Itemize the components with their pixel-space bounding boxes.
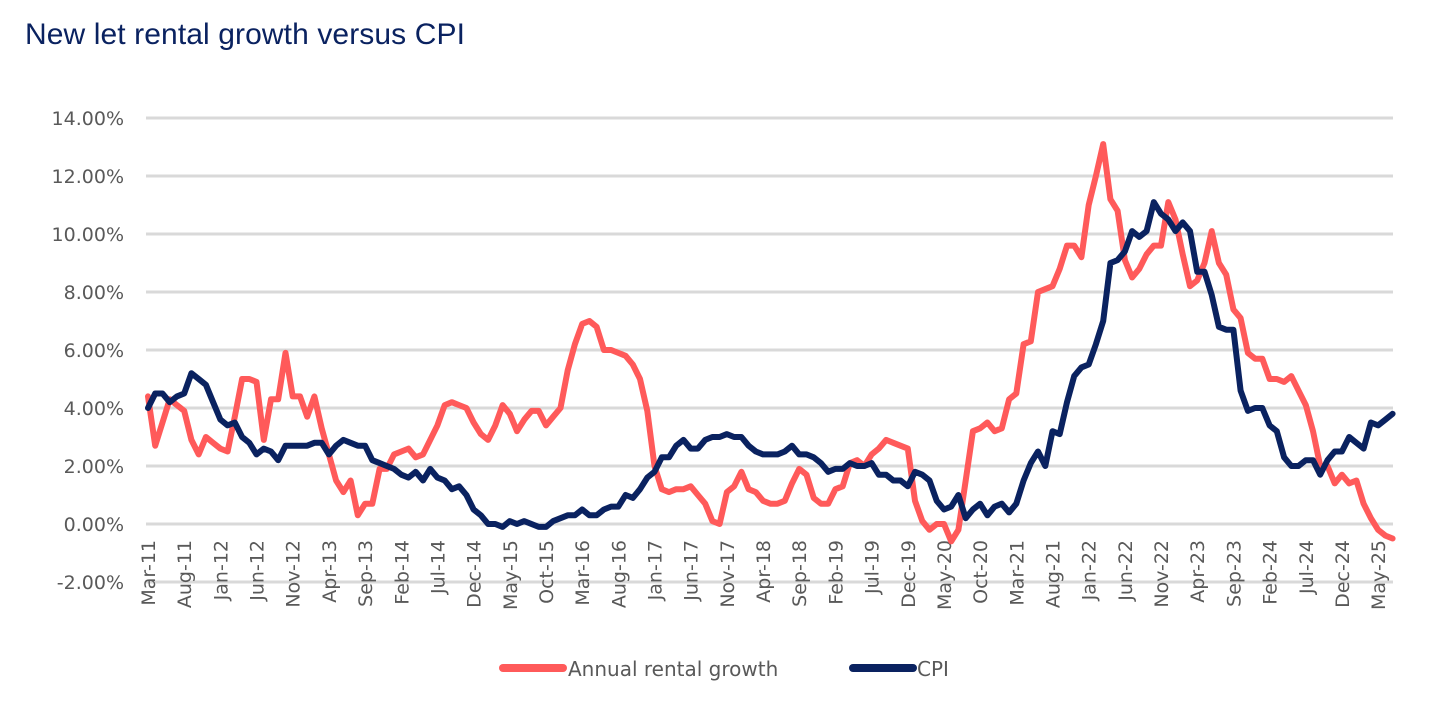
y-tick-label: 4.00% [64, 398, 124, 420]
x-tick-label: Oct-15 [536, 540, 558, 604]
x-tick-label: Jun-22 [1115, 540, 1137, 602]
series-line-cpi [145, 199, 1396, 530]
x-tick-label: Nov-17 [717, 540, 739, 608]
x-tick-label: May-15 [500, 540, 522, 610]
x-tick-label: May-25 [1368, 540, 1390, 610]
x-tick-label: Feb-14 [391, 540, 413, 605]
x-tick-label: Jan-17 [645, 540, 667, 601]
y-tick-label: 2.00% [64, 456, 124, 478]
x-tick-label: Dec-14 [464, 540, 486, 608]
x-tick-label: Jul-14 [427, 540, 449, 595]
x-tick-label: Apr-18 [753, 540, 775, 603]
y-tick-label: 0.00% [64, 514, 124, 536]
series-lines [145, 141, 1396, 545]
legend: Annual rental growth CPI [499, 657, 949, 681]
x-tick-label: Sep-13 [355, 540, 377, 607]
x-tick-label: Dec-24 [1332, 540, 1354, 608]
legend-label-annual-rental-growth: Annual rental growth [568, 657, 778, 681]
x-tick-label: Sep-23 [1223, 540, 1245, 607]
y-tick-label: -2.00% [57, 572, 124, 594]
y-tick-label: 14.00% [52, 108, 124, 130]
x-tick-label: Jan-12 [210, 540, 232, 601]
x-tick-label: Aug-16 [608, 540, 630, 608]
x-tick-label: Feb-19 [825, 540, 847, 605]
y-tick-label: 8.00% [64, 282, 124, 304]
x-tick-label: Apr-23 [1187, 540, 1209, 603]
x-tick-label: Mar-16 [572, 540, 594, 606]
x-tick-label: Jul-19 [862, 540, 884, 595]
x-tick-label: Nov-12 [283, 540, 305, 608]
series-line-annual-rental-growth [145, 141, 1396, 545]
y-tick-label: 6.00% [64, 340, 124, 362]
x-tick-label: Mar-11 [138, 540, 160, 606]
x-axis-ticks: Mar-11 Aug-11 Jan-12 Jun-12 Nov-12 Apr-13 Sep-… [138, 540, 1390, 610]
y-axis-ticks: -2.00% 0.00% 2.00% 4.00% 6.00% 8.00% 10.00% 12.… [52, 108, 124, 594]
x-tick-label: Mar-21 [1006, 540, 1028, 606]
x-tick-label: Jan-22 [1079, 540, 1101, 601]
x-tick-label: Jun-12 [247, 540, 269, 602]
gridlines [146, 116, 1393, 584]
x-tick-label: Jun-17 [681, 540, 703, 602]
x-tick-label: May-20 [934, 540, 956, 610]
x-tick-label: Aug-21 [1043, 540, 1065, 608]
x-tick-label: Sep-18 [789, 540, 811, 607]
x-tick-label: Nov-22 [1151, 540, 1173, 608]
x-tick-label: Feb-24 [1260, 540, 1282, 605]
x-tick-label: Apr-13 [319, 540, 341, 603]
y-tick-label: 10.00% [52, 224, 124, 246]
x-tick-label: Oct-20 [970, 540, 992, 604]
legend-label-cpi: CPI [917, 657, 949, 681]
y-tick-label: 12.00% [52, 166, 124, 188]
x-tick-label: Jul-24 [1296, 540, 1318, 595]
chart-title: New let rental growth versus CPI [25, 18, 466, 51]
x-tick-label: Dec-19 [898, 540, 920, 608]
x-tick-label: Aug-11 [174, 540, 196, 608]
